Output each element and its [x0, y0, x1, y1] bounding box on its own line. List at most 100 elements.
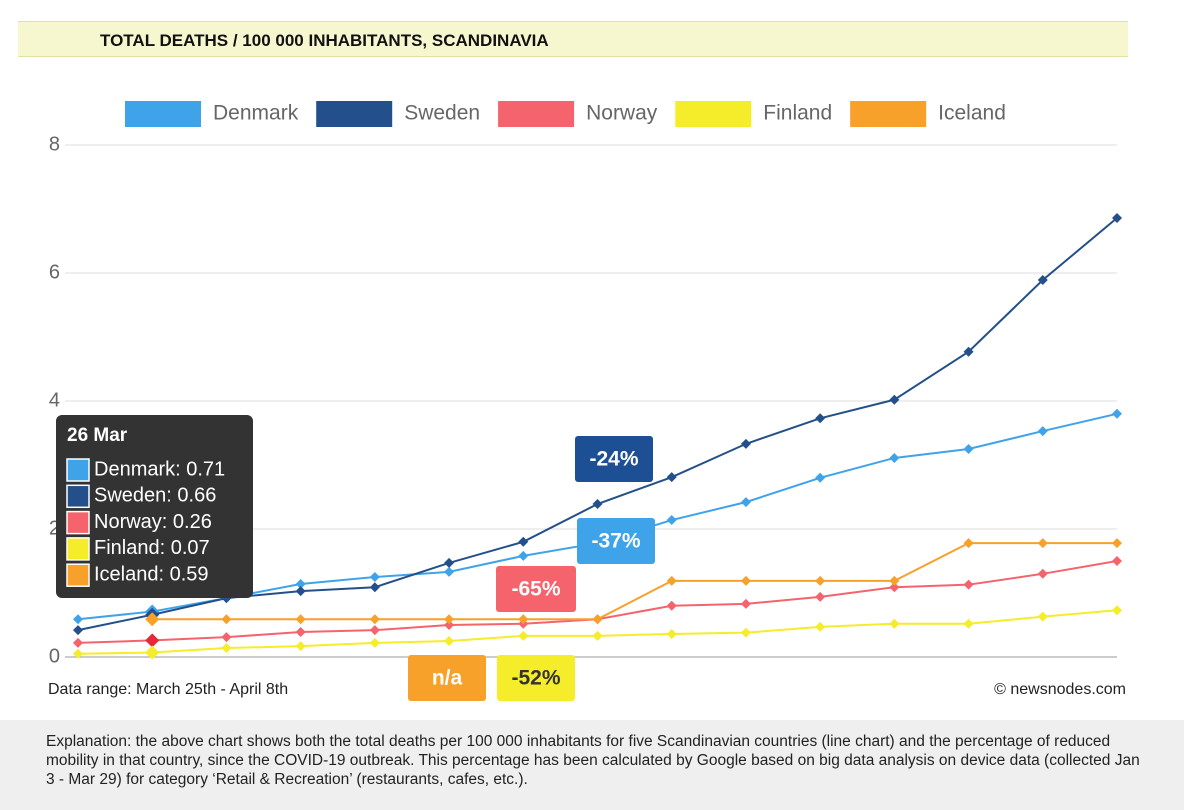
data-point [963, 444, 974, 454]
tooltip-title: 26 Mar [67, 425, 128, 446]
data-point [1037, 611, 1048, 622]
legend-label: Iceland [938, 102, 1006, 125]
data-point [518, 550, 529, 561]
legend-label: Sweden [404, 102, 480, 125]
data-point [369, 614, 380, 625]
explanation-text: Explanation: the above chart shows both … [46, 733, 1140, 788]
data-point [963, 579, 974, 590]
tooltip-swatch [66, 484, 90, 509]
data-point [1112, 538, 1122, 549]
data-point [815, 575, 826, 586]
tooltip-swatch [66, 458, 90, 482]
legend-swatch [498, 101, 575, 127]
data-point [369, 572, 380, 582]
legend-swatch [850, 101, 927, 127]
data-point [221, 643, 232, 654]
data-point [518, 614, 529, 625]
tooltip-item: Sweden: 0.66 [94, 485, 216, 507]
data-point [1037, 538, 1048, 549]
mobility-badge [496, 566, 576, 612]
tooltip-swatch [66, 537, 90, 561]
data-point [295, 579, 306, 590]
data-point [295, 586, 306, 597]
tooltip-swatch [66, 563, 90, 587]
data-point [889, 582, 900, 593]
data-point [1037, 426, 1048, 437]
legend-label: Norway [586, 102, 658, 125]
data-point [666, 575, 677, 586]
mobility-label: -37% [591, 530, 640, 553]
data-point [73, 625, 83, 636]
data-point [518, 536, 529, 547]
data-point [369, 637, 380, 648]
data-point [444, 620, 455, 630]
data-point [221, 632, 232, 643]
data-point [963, 346, 974, 357]
tooltip-item: Denmark: 0.71 [94, 458, 225, 480]
credit: © newsnodes.com [994, 681, 1126, 698]
data-point [889, 575, 900, 586]
legend-label: Finland [763, 102, 832, 125]
legend-swatch [675, 101, 752, 127]
y-tick-label: 0 [49, 645, 60, 667]
y-tick-label: 6 [49, 261, 60, 283]
mobility-badge [408, 655, 486, 701]
data-point [145, 612, 160, 627]
data-point [295, 627, 306, 638]
data-point [592, 614, 603, 625]
title-bar: TOTAL DEATHS / 100 000 INHABITANTS, SCAN… [18, 21, 1128, 57]
data-point [666, 600, 677, 611]
data-point [740, 497, 751, 508]
data-point [221, 614, 232, 625]
explanation: Explanation: the above chart shows both … [0, 720, 1184, 810]
data-point [1037, 275, 1048, 286]
data-point [815, 621, 826, 632]
data-point [740, 627, 751, 638]
tooltip-item: Finland: 0.07 [94, 537, 210, 559]
data-point [889, 452, 900, 463]
data-point [1112, 408, 1122, 419]
data-point [295, 614, 306, 625]
data-point [369, 582, 380, 593]
data-point [815, 591, 826, 602]
data-point [963, 538, 974, 549]
data-point [369, 625, 380, 636]
data-point [889, 618, 900, 629]
mobility-label: -24% [589, 448, 638, 471]
tooltip-box [56, 415, 253, 598]
mobility-label: n/a [432, 667, 463, 690]
mobility-badge [577, 518, 655, 564]
data-point [666, 472, 677, 483]
data-point [444, 566, 455, 577]
data-point [444, 636, 455, 646]
data-point [73, 614, 83, 625]
data-point [295, 641, 306, 652]
tooltip-swatch [66, 510, 90, 535]
data-point [1112, 556, 1122, 566]
mobility-label: -65% [511, 578, 560, 601]
data-point [666, 515, 677, 526]
y-tick-label: 4 [49, 389, 60, 411]
data-point [740, 598, 751, 609]
data-point [963, 618, 974, 629]
data-point [73, 637, 83, 648]
mobility-label: -52% [511, 667, 560, 690]
data-point [666, 628, 677, 639]
chart: 0 2 4 6 8 Denmark Sweden Norway Finland Iceland -2… [48, 101, 1126, 701]
data-point [73, 648, 83, 659]
legend-swatch [316, 101, 393, 127]
legend-label: Denmark [213, 102, 299, 125]
mobility-badge [497, 655, 575, 701]
y-tick-label: 8 [49, 133, 60, 155]
tooltip-item: Iceland: 0.59 [94, 563, 209, 585]
data-point [740, 575, 751, 586]
tooltip-item: Norway: 0.26 [94, 511, 212, 533]
data-range: Data range: March 25th - April 8th [48, 681, 288, 698]
data-point [740, 438, 751, 449]
data-point [592, 630, 603, 641]
data-point [1112, 605, 1122, 616]
data-point [518, 630, 529, 641]
series-line [152, 542, 1117, 621]
data-point [444, 557, 455, 568]
legend-swatch [125, 101, 201, 127]
